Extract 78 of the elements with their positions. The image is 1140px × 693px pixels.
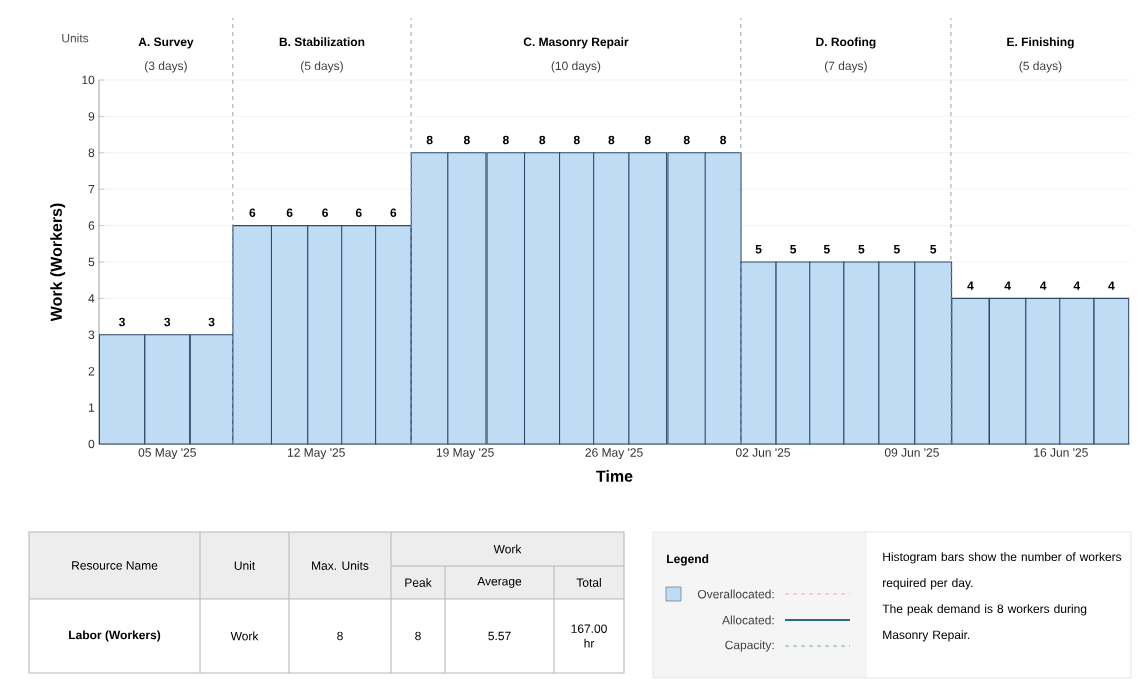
y-tick-label: 2 <box>88 366 95 376</box>
data-label: 3 <box>164 317 171 327</box>
data-label: 6 <box>390 208 397 218</box>
data-label: 4 <box>967 281 974 290</box>
x-tick-label: 02 Jun '25 <box>735 448 790 457</box>
text: (10 days) <box>551 61 601 73</box>
data-label: 8 <box>608 135 615 145</box>
text: 167.00 hr <box>571 624 607 648</box>
data-label: 8 <box>539 135 546 145</box>
text: C. Masonry Repair <box>523 37 629 49</box>
text: 8 <box>415 631 421 641</box>
data-label: 5 <box>755 245 762 254</box>
x-tick-label: 19 May '25 <box>436 448 494 460</box>
text: Average <box>477 577 522 588</box>
data-label: 5 <box>858 245 865 254</box>
y-tick-label: 3 <box>88 330 95 340</box>
x-tick-label: 26 May '25 <box>585 448 643 460</box>
data-label: 4 <box>1073 281 1081 290</box>
data-label: 4 <box>1004 281 1011 290</box>
data-label: 3 <box>118 317 125 327</box>
x-tick-label: 12 May '25 <box>287 448 345 460</box>
text: 8 <box>337 631 343 641</box>
x-tick-label: 16 Jun '25 <box>1034 448 1088 457</box>
text: Capacity: <box>725 640 774 652</box>
text: Work <box>230 631 259 641</box>
data-label: 8 <box>463 135 470 145</box>
data-label: 8 <box>644 135 651 145</box>
text: 5.57 <box>488 631 511 641</box>
data-label: 8 <box>720 135 727 145</box>
data-label: 6 <box>249 208 256 218</box>
data-label: 8 <box>573 135 580 145</box>
y-tick-label: 9 <box>88 112 95 121</box>
text: A. Survey <box>138 37 194 49</box>
text: Unit <box>234 561 256 570</box>
text: Units <box>62 33 89 43</box>
data-label: 5 <box>893 245 900 254</box>
data-label: 6 <box>355 208 362 218</box>
data-label: 5 <box>790 245 797 254</box>
data-label: 8 <box>683 135 690 145</box>
y-tick-label: 8 <box>88 148 95 158</box>
text: Labor (Workers) <box>69 630 161 642</box>
text: (7 days) <box>824 61 867 73</box>
data-label: 3 <box>208 317 215 327</box>
data-label: 4 <box>1108 281 1115 290</box>
x-tick-label: 05 May '25 <box>138 448 196 460</box>
y-tick-label: 5 <box>88 257 95 267</box>
y-axis-title: Work (Workers) <box>50 203 66 322</box>
text: The peak demand is 8 workers during Masonry Repair. <box>882 604 1087 642</box>
text: (5 days) <box>1019 61 1062 73</box>
text: (3 days) <box>145 61 187 73</box>
text: Resource Name <box>72 561 158 570</box>
text: Allocated: <box>722 615 774 625</box>
x-tick-label: 09 Jun '25 <box>884 448 939 457</box>
text: Peak <box>405 578 432 587</box>
text: Histogram bars show the number of workers required per day. <box>883 552 1122 590</box>
text: B. Stabilization <box>279 37 365 47</box>
y-tick-label: 6 <box>88 221 95 230</box>
data-label: 8 <box>502 135 509 145</box>
y-tick-label: 0 <box>88 439 95 449</box>
y-tick-label: 4 <box>88 294 95 303</box>
data-label: 5 <box>930 245 937 254</box>
text: (5 days) <box>301 61 343 73</box>
x-axis-title: Time <box>596 470 633 482</box>
y-tick-label: 1 <box>88 403 95 412</box>
data-label: 6 <box>322 208 328 218</box>
text: Work <box>493 544 522 554</box>
text: Legend <box>667 554 709 566</box>
text: Overallocated: <box>697 589 774 599</box>
text: Total <box>576 578 601 587</box>
text: E. Finishing <box>1007 37 1074 49</box>
text: Max. Units <box>312 561 369 570</box>
y-tick-label: 10 <box>82 75 95 85</box>
data-label: 5 <box>823 245 830 254</box>
text: D. Roofing <box>816 37 876 49</box>
data-label: 6 <box>286 208 293 218</box>
data-label: 8 <box>426 135 433 145</box>
y-tick-label: 7 <box>88 185 95 194</box>
data-label: 4 <box>1039 281 1047 290</box>
